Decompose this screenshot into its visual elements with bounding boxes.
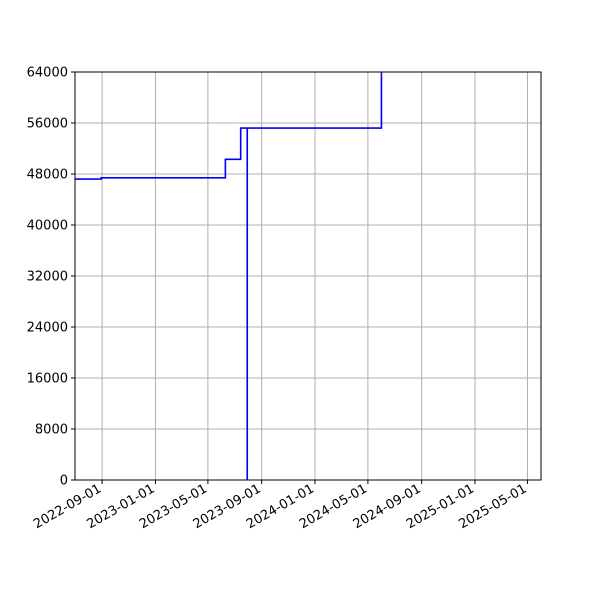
y-tick-label: 0 xyxy=(60,474,68,489)
y-axis: 0 8000 16000 24000 32000 40000 48000 56000 64000 xyxy=(27,66,75,489)
series-line xyxy=(75,72,383,480)
y-tick-label: 8000 xyxy=(35,423,68,438)
y-tick-label: 40000 xyxy=(27,219,68,234)
y-tick-label: 56000 xyxy=(27,117,68,132)
y-tick-label: 48000 xyxy=(27,168,68,183)
y-tick-label: 64000 xyxy=(27,66,68,81)
y-tick-label: 16000 xyxy=(27,372,68,387)
y-tick-label: 32000 xyxy=(27,270,68,285)
series-layer xyxy=(75,72,383,480)
y-tick-label: 24000 xyxy=(27,321,68,336)
